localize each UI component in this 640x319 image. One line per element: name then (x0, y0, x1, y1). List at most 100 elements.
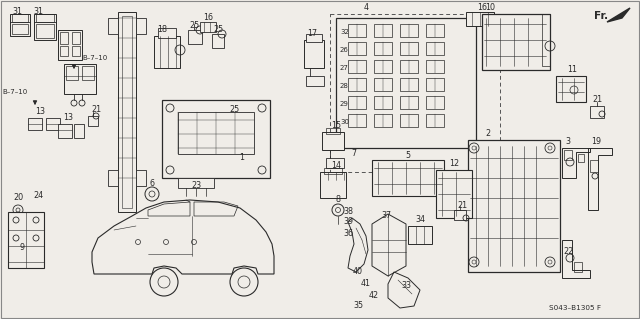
Text: 34: 34 (415, 216, 425, 225)
Bar (436, 170, 472, 218)
Bar (426, 78, 444, 91)
Bar (46, 118, 60, 130)
Bar (162, 100, 270, 178)
Bar (12, 24, 28, 34)
Text: B–7–10: B–7–10 (3, 89, 28, 95)
Bar (122, 16, 132, 208)
Bar (188, 30, 202, 44)
Bar (454, 210, 466, 220)
Bar (36, 14, 54, 22)
Bar (324, 168, 342, 174)
Bar (12, 14, 28, 22)
Text: 39: 39 (343, 218, 353, 226)
Text: 6: 6 (150, 180, 154, 189)
Bar (400, 24, 418, 37)
Text: 38: 38 (343, 207, 353, 217)
Bar (136, 170, 146, 186)
Bar (60, 32, 68, 44)
Bar (426, 60, 444, 73)
Bar (348, 24, 366, 37)
Text: 9: 9 (19, 243, 24, 253)
Text: 22: 22 (563, 248, 573, 256)
Text: 14: 14 (331, 161, 341, 170)
Text: 26: 26 (340, 47, 349, 53)
Bar (564, 150, 572, 160)
Text: 31: 31 (33, 6, 43, 16)
Bar (60, 46, 68, 56)
Polygon shape (607, 8, 630, 22)
Bar (400, 96, 418, 109)
Text: 2: 2 (485, 130, 491, 138)
Text: 25: 25 (189, 21, 199, 31)
Text: 21: 21 (91, 106, 101, 115)
Bar (178, 178, 214, 188)
Text: 40: 40 (353, 268, 363, 277)
Bar (66, 66, 78, 80)
Bar (82, 66, 94, 80)
Text: 41: 41 (361, 279, 371, 288)
Bar (326, 158, 344, 168)
Bar (10, 14, 30, 36)
Text: 18: 18 (157, 26, 167, 34)
Bar (542, 14, 550, 66)
Bar (336, 18, 476, 148)
Text: 21: 21 (592, 95, 602, 105)
Bar (374, 114, 392, 127)
Bar (590, 106, 604, 118)
Text: 12: 12 (449, 160, 459, 168)
Text: 11: 11 (567, 65, 577, 75)
Text: 20: 20 (13, 194, 23, 203)
Text: 4: 4 (364, 4, 369, 12)
Text: 24: 24 (33, 191, 43, 201)
Text: 31: 31 (12, 6, 22, 16)
Bar (58, 30, 82, 60)
Bar (574, 262, 582, 272)
Bar (400, 114, 418, 127)
Text: 37: 37 (381, 211, 391, 220)
Bar (348, 114, 366, 127)
Bar (426, 96, 444, 109)
Text: 17: 17 (307, 29, 317, 39)
Bar (348, 60, 366, 73)
Bar (426, 114, 444, 127)
Text: 19: 19 (591, 137, 601, 146)
Bar (374, 78, 392, 91)
Bar (326, 128, 340, 134)
Bar (330, 14, 500, 172)
Text: 35: 35 (353, 301, 363, 310)
Text: 16: 16 (477, 4, 487, 12)
Bar (88, 116, 98, 126)
Bar (34, 14, 56, 40)
Bar (322, 132, 344, 150)
Text: 27: 27 (340, 65, 349, 71)
Bar (374, 60, 392, 73)
Bar (374, 96, 392, 109)
Bar (348, 42, 366, 55)
Text: 15: 15 (331, 122, 341, 130)
Text: B–7–10: B–7–10 (83, 55, 108, 61)
Text: 3: 3 (566, 137, 570, 146)
Text: 21: 21 (457, 201, 467, 210)
Bar (590, 160, 598, 172)
Text: 42: 42 (369, 292, 379, 300)
Bar (72, 32, 80, 44)
Bar (426, 42, 444, 55)
Bar (212, 34, 224, 48)
Text: 25: 25 (229, 106, 239, 115)
Bar (348, 96, 366, 109)
Text: 1: 1 (239, 153, 244, 162)
Bar (304, 40, 324, 68)
Bar (306, 76, 324, 86)
Text: 16: 16 (203, 13, 213, 23)
Text: Fr.: Fr. (594, 11, 608, 21)
Bar (178, 112, 254, 154)
Bar (200, 22, 216, 32)
Text: 33: 33 (401, 281, 411, 291)
Bar (400, 42, 418, 55)
Bar (466, 12, 494, 26)
Bar (28, 118, 42, 130)
Bar (408, 226, 432, 244)
Text: 13: 13 (63, 114, 73, 122)
Bar (8, 212, 44, 268)
Bar (426, 24, 444, 37)
